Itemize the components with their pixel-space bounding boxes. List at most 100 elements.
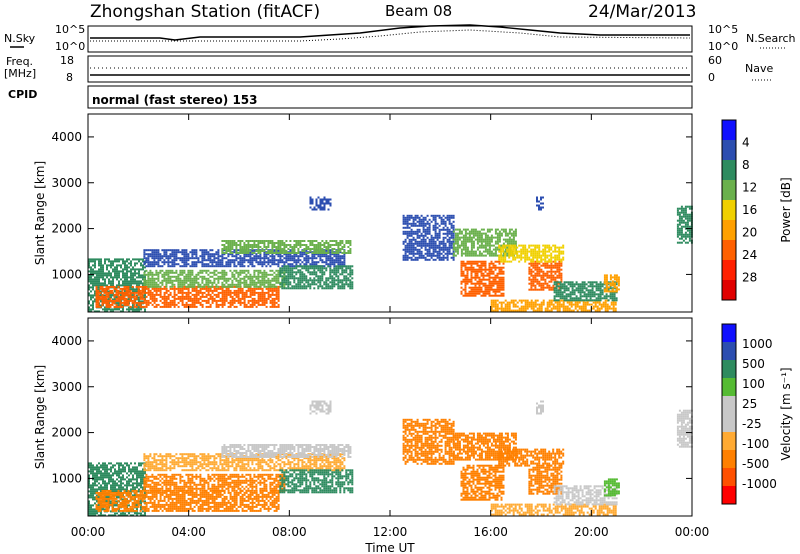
- power-echo-cell: [144, 310, 146, 313]
- power-echo-cell: [524, 309, 527, 312]
- power-echo-cell: [147, 291, 150, 294]
- power-echo-cell: [287, 253, 290, 256]
- power-echo-cell: [464, 276, 467, 279]
- power-echo-cell: [540, 282, 543, 285]
- power-echo-cell: [95, 293, 98, 296]
- power-echo-cell: [187, 275, 190, 278]
- power-echo-cell: [223, 295, 226, 298]
- power-echo-cell: [157, 287, 160, 290]
- power-echo-cell: [133, 295, 136, 298]
- power-echo-cell: [470, 276, 473, 279]
- power-echo-cell: [213, 257, 216, 260]
- power-echo-cell: [105, 291, 108, 294]
- power-echo-cell: [472, 294, 475, 297]
- power-echo-cell: [575, 297, 578, 300]
- power-echo-cell: [534, 250, 537, 253]
- power-echo-cell: [406, 244, 409, 247]
- power-echo-cell: [94, 290, 96, 293]
- power-echo-cell: [412, 254, 415, 257]
- power-echo-cell: [138, 274, 140, 277]
- power-echo-cell: [496, 290, 499, 293]
- power-echo-cell: [557, 295, 560, 298]
- power-echo-cell: [132, 278, 134, 281]
- power-echo-cell: [131, 285, 134, 288]
- power-echo-cell: [514, 230, 517, 233]
- power-echo-cell: [175, 263, 178, 266]
- power-echo-cell: [412, 218, 415, 221]
- power-echo-cell: [269, 299, 272, 302]
- power-echo-cell: [141, 301, 144, 304]
- power-echo-cell: [444, 256, 447, 259]
- power-echo-cell: [275, 259, 278, 262]
- power-echo-cell: [113, 301, 116, 304]
- power-echo-cell: [126, 284, 128, 287]
- power-echo-cell: [287, 287, 290, 290]
- power-echo-cell: [201, 287, 204, 290]
- power-echo-cell: [136, 284, 138, 287]
- power-echo-cell: [297, 248, 300, 250]
- power-echo-cell: [502, 250, 505, 253]
- power-echo-cell: [406, 258, 409, 261]
- power-echo-cell: [422, 230, 425, 233]
- power-echo-cell: [516, 305, 519, 308]
- power-echo-cell: [474, 252, 477, 255]
- power-echo-cell: [90, 280, 92, 283]
- power-echo-cell: [579, 295, 582, 298]
- power-echo-cell: [223, 289, 226, 292]
- power-echo-cell: [283, 248, 286, 250]
- power-echo-cell: [311, 208, 314, 211]
- power-echo-cell: [195, 251, 198, 254]
- power-echo-cell: [147, 279, 150, 282]
- power-echo-cell: [466, 276, 469, 279]
- power-echo-cell: [446, 232, 449, 235]
- power-echo-cell: [121, 295, 124, 298]
- power-echo-cell: [132, 272, 134, 275]
- power-echo-cell: [97, 295, 100, 298]
- power-echo-cell: [327, 285, 330, 288]
- power-echo-cell: [221, 250, 224, 252]
- power-echo-cell: [492, 252, 495, 255]
- power-echo-cell: [283, 269, 286, 272]
- power-echo-cell: [277, 248, 280, 250]
- power-echo-cell: [239, 250, 242, 252]
- power-echo-cell: [494, 232, 497, 235]
- power-echo-cell: [136, 272, 138, 275]
- power-echo-cell: [560, 250, 563, 253]
- power-echo-cell: [502, 272, 505, 275]
- power-echo-cell: [125, 297, 128, 300]
- power-echo-cell: [488, 238, 491, 241]
- power-echo-cell: [325, 283, 328, 286]
- power-echo-cell: [191, 269, 194, 272]
- power-echo-cell: [175, 259, 178, 262]
- power-echo-cell: [233, 251, 236, 254]
- power-echo-cell: [277, 249, 280, 252]
- power-echo-cell: [494, 236, 497, 239]
- power-echo-cell: [183, 263, 186, 266]
- power-echo-cell: [221, 293, 224, 296]
- power-echo-cell: [454, 250, 457, 253]
- power-echo-cell: [239, 303, 242, 306]
- power-echo-cell: [327, 279, 330, 282]
- power-echo-cell: [237, 249, 240, 252]
- power-echo-cell: [259, 263, 262, 266]
- power-echo-cell: [273, 252, 276, 254]
- power-echo-cell: [283, 287, 286, 290]
- power-echo-cell: [540, 268, 543, 271]
- power-echo-cell: [508, 228, 511, 231]
- power-echo-cell: [476, 240, 479, 243]
- power-echo-cell: [341, 248, 344, 250]
- power-echo-cell: [243, 281, 246, 284]
- power-echo-cell: [147, 285, 150, 288]
- power-echo-cell: [530, 248, 533, 251]
- power-echo-cell: [98, 268, 100, 271]
- power-echo-cell: [526, 301, 529, 304]
- power-echo-cell: [562, 305, 565, 308]
- power-echo-cell: [438, 250, 441, 253]
- power-echo-cell: [470, 278, 473, 281]
- power-echo-cell: [163, 259, 166, 262]
- power-echo-cell: [217, 285, 220, 288]
- power-echo-cell: [502, 254, 505, 257]
- power-echo-cell: [466, 240, 469, 243]
- power-echo-cell: [500, 248, 503, 251]
- power-echo-cell: [281, 287, 284, 290]
